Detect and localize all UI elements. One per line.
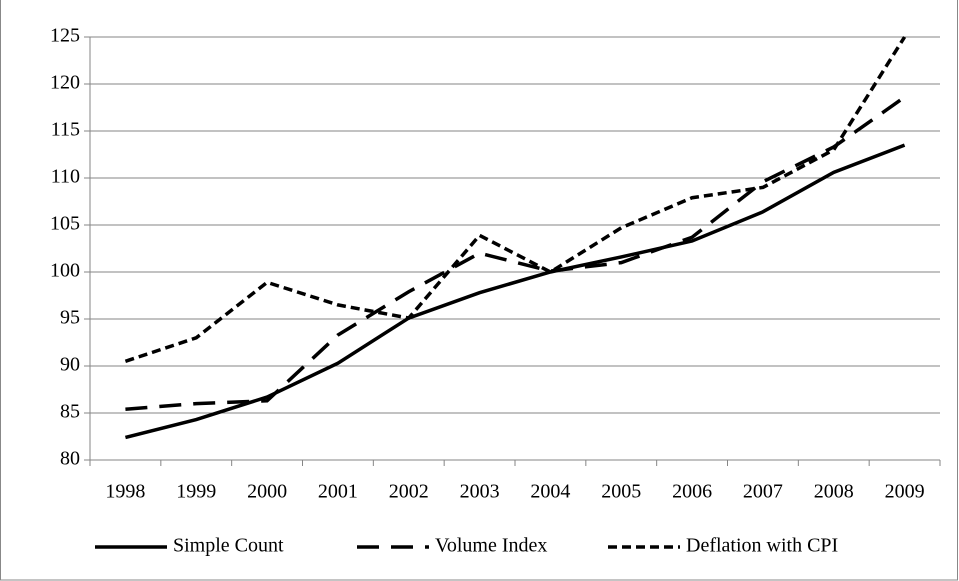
y-tick-label: 90: [60, 354, 80, 376]
y-tick-label: 120: [50, 72, 80, 94]
x-tick-label: 2001: [318, 481, 358, 503]
x-tick-label: 2005: [601, 481, 641, 503]
x-tick-label: 2002: [389, 481, 429, 503]
series-line: [124, 36, 907, 363]
y-tick-label: 85: [60, 401, 80, 423]
x-tick-label: 2000: [247, 481, 287, 503]
series-line: [125, 95, 906, 411]
x-tick-label: 2008: [814, 481, 854, 503]
y-tick-label: 105: [50, 213, 80, 235]
y-tick-label: 125: [50, 25, 80, 47]
x-tick-label: 2009: [885, 481, 925, 503]
y-tick-label: 80: [60, 448, 80, 470]
legend-label: Simple Count: [173, 535, 284, 557]
series-line: [124, 143, 906, 440]
y-tick-label: 110: [51, 166, 80, 188]
legend-label: Volume Index: [435, 535, 547, 557]
legend-label: Deflation with CPI: [686, 535, 838, 557]
x-tick-label: 2007: [743, 481, 783, 503]
y-tick-label: 100: [50, 260, 80, 282]
x-tick-label: 2004: [530, 481, 570, 503]
x-tick-label: 2003: [460, 481, 500, 503]
x-tick-label: 1999: [176, 481, 216, 503]
x-tick-label: 2006: [672, 481, 712, 503]
x-tick-label: 1998: [105, 481, 145, 503]
y-tick-label: 95: [60, 307, 80, 329]
y-tick-label: 115: [51, 119, 80, 141]
